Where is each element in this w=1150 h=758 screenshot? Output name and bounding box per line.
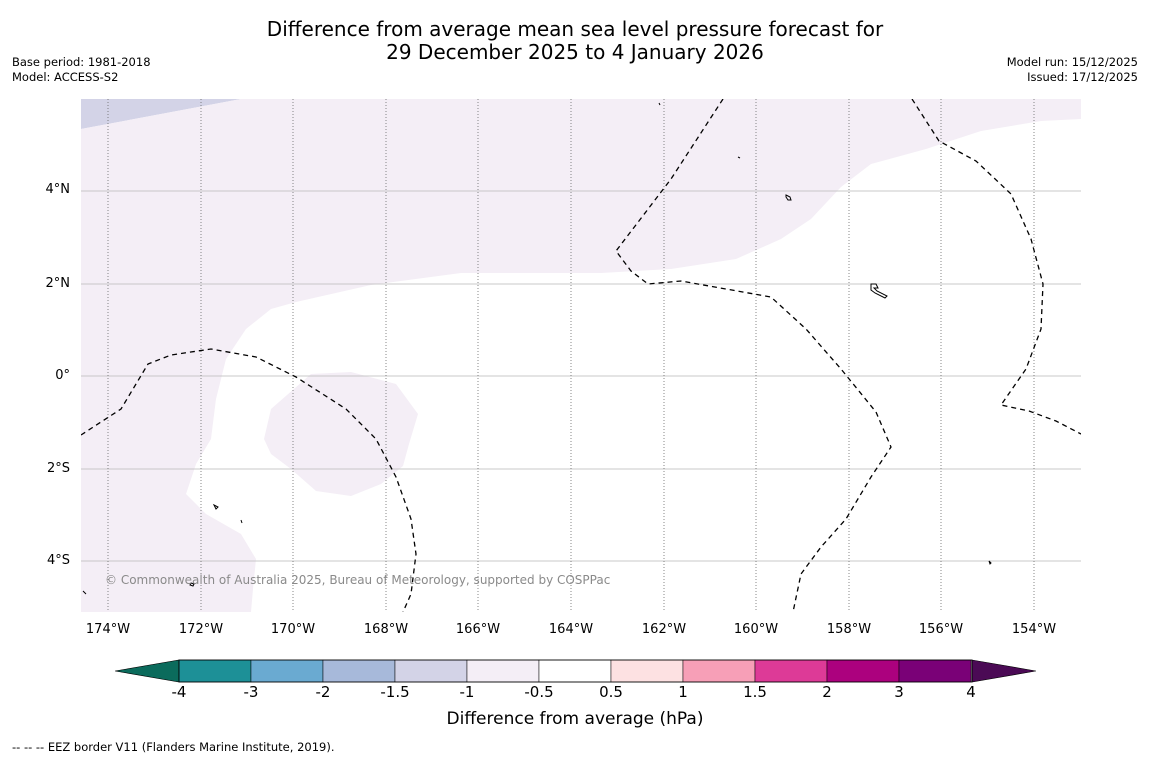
cb-tick-1: 1 bbox=[678, 683, 688, 701]
island-5 bbox=[988, 560, 992, 565]
model-run: Model run: 15/12/2025 bbox=[1006, 55, 1138, 69]
cb-tick-minus1-5: -1.5 bbox=[380, 683, 410, 701]
lon-label-158w: 158°W bbox=[826, 622, 872, 637]
eez-line-east bbox=[615, 99, 892, 612]
lon-label-160w: 160°W bbox=[733, 622, 779, 637]
map-svg bbox=[81, 99, 1081, 612]
colorbar-bin-10 bbox=[898, 659, 972, 683]
island-6 bbox=[658, 102, 661, 106]
island-8 bbox=[240, 519, 243, 524]
meta-right: Model run: 15/12/2025 Issued: 17/12/2025 bbox=[1007, 55, 1138, 85]
colorbar-bin-8 bbox=[754, 659, 828, 683]
meta-left: Base period: 1981-2018 Model: ACCESS-S2 bbox=[12, 55, 151, 85]
colorbar-bin-0 bbox=[178, 659, 252, 683]
eez-borders bbox=[81, 99, 1081, 612]
colorbar-bin-5 bbox=[538, 659, 612, 683]
colorbar-extend-low bbox=[115, 659, 180, 683]
colorbar-extend-high bbox=[971, 659, 1036, 683]
eez-footnote: -- -- -- EEZ border V11 (Flanders Marine… bbox=[12, 740, 335, 754]
title-line-2: 29 December 2025 to 4 January 2026 bbox=[386, 40, 764, 64]
cb-tick-1-5: 1.5 bbox=[743, 683, 767, 701]
title-line-1: Difference from average mean sea level p… bbox=[266, 17, 884, 41]
colorbar-bin-3 bbox=[394, 659, 468, 683]
eez-ring-east bbox=[911, 99, 1081, 435]
colorbar-bin-7 bbox=[682, 659, 756, 683]
colorbar-bin-1 bbox=[250, 659, 324, 683]
lat-label-2n: 2°N bbox=[45, 276, 71, 291]
colorbar-bin-6 bbox=[610, 659, 684, 683]
cb-tick-minus4: -4 bbox=[171, 683, 187, 701]
lon-label-156w: 156°W bbox=[918, 622, 964, 637]
lon-label-170w: 170°W bbox=[270, 622, 316, 637]
cb-tick-minus0-5: -0.5 bbox=[524, 683, 554, 701]
island-4 bbox=[189, 582, 195, 587]
region-light-lavender-north bbox=[81, 99, 1081, 612]
copyright-notice: © Commonwealth of Australia 2025, Bureau… bbox=[105, 573, 611, 587]
map-title: Difference from average mean sea level p… bbox=[0, 18, 1150, 64]
lat-label-4n: 4°N bbox=[45, 182, 71, 197]
cb-tick-0-5: 0.5 bbox=[599, 683, 623, 701]
graticule bbox=[81, 190, 1081, 562]
lat-label-4s: 4°S bbox=[46, 553, 70, 568]
colorbar-bin-9 bbox=[826, 659, 900, 683]
lon-label-172w: 172°W bbox=[178, 622, 224, 637]
cb-tick-minus1: -1 bbox=[459, 683, 475, 701]
lat-label-2s: 2°S bbox=[46, 461, 70, 476]
lon-label-164w: 164°W bbox=[548, 622, 594, 637]
model-name: Model: ACCESS-S2 bbox=[12, 70, 119, 84]
lat-label-0: 0° bbox=[55, 368, 70, 383]
island-2 bbox=[870, 283, 888, 299]
islands bbox=[82, 102, 992, 595]
island-7 bbox=[737, 156, 741, 159]
map-panel[interactable] bbox=[81, 99, 1081, 612]
lon-label-174w: 174°W bbox=[85, 622, 131, 637]
island-9 bbox=[82, 590, 87, 595]
island-1 bbox=[785, 194, 792, 201]
lon-label-168w: 168°W bbox=[363, 622, 409, 637]
colorbar-bin-2 bbox=[322, 659, 396, 683]
island-3 bbox=[212, 503, 219, 510]
region-light-lavender-blob bbox=[264, 372, 418, 496]
colorbar-label: Difference from average (hPa) bbox=[446, 709, 704, 729]
colorbar-bin-4 bbox=[466, 659, 540, 683]
base-period: Base period: 1981-2018 bbox=[12, 55, 151, 69]
cb-tick-minus3: -3 bbox=[243, 683, 259, 701]
cb-tick-2: 2 bbox=[822, 683, 832, 701]
colorbar bbox=[115, 659, 1036, 683]
colorbar-frame bbox=[178, 659, 973, 683]
issued-date: Issued: 17/12/2025 bbox=[1027, 70, 1138, 84]
lon-label-162w: 162°W bbox=[641, 622, 687, 637]
lon-label-166w: 166°W bbox=[455, 622, 501, 637]
cb-tick-3: 3 bbox=[894, 683, 904, 701]
cb-tick-4: 4 bbox=[966, 683, 976, 701]
lon-label-154w: 154°W bbox=[1011, 622, 1057, 637]
cb-tick-minus2: -2 bbox=[315, 683, 331, 701]
